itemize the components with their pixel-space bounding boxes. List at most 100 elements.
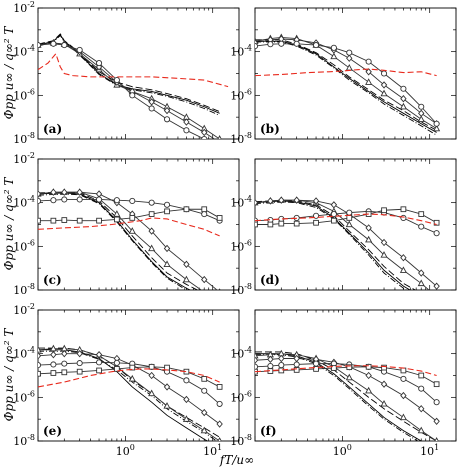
- series-line-dashdot: [38, 350, 218, 441]
- marker-square: [96, 217, 102, 224]
- x-tick-label: 101: [203, 443, 222, 458]
- marker-circle: [38, 362, 42, 369]
- marker-triangle: [255, 351, 259, 359]
- series-group: [255, 33, 441, 136]
- marker-diamond: [76, 188, 83, 196]
- y-tick-label: 10-4: [230, 346, 252, 361]
- marker-circle: [148, 105, 155, 112]
- panel-label: (d): [260, 273, 280, 287]
- marker-triangle: [203, 288, 206, 290]
- y-tick-label: 10-8: [13, 282, 35, 297]
- panel-frame: [254, 158, 457, 291]
- y-tick-label: 10-6: [230, 238, 252, 253]
- marker-square: [293, 367, 300, 373]
- marker-circle: [267, 363, 274, 370]
- series-group: [255, 196, 440, 299]
- panel-frame: [37, 309, 240, 442]
- marker-diamond: [380, 380, 388, 388]
- marker-diamond: [400, 391, 407, 400]
- series-line-solid: [255, 353, 423, 441]
- marker-triangle: [182, 415, 190, 422]
- marker-square: [331, 365, 337, 371]
- marker-triangle: [113, 210, 121, 217]
- marker-triangle: [345, 220, 353, 228]
- marker-circle: [50, 197, 57, 204]
- marker-circle: [96, 196, 103, 203]
- panel-frame: [254, 309, 457, 442]
- marker-diamond: [418, 405, 425, 413]
- marker-triangle: [365, 386, 373, 394]
- panel-frame: [37, 7, 240, 140]
- marker-square: [381, 364, 387, 371]
- marker-diamond: [380, 81, 388, 89]
- marker-diamond: [183, 118, 190, 126]
- series-line-red: [255, 68, 437, 77]
- marker-circle: [400, 214, 407, 221]
- marker-triangle: [434, 294, 440, 299]
- marker-diamond: [365, 68, 372, 76]
- y-tick-label: 10-4: [230, 44, 252, 59]
- marker-triangle: [434, 437, 439, 441]
- y-tick-label: 10-6: [230, 87, 252, 102]
- marker-square: [76, 217, 83, 224]
- marker-circle: [278, 40, 285, 47]
- series-line-red: [38, 368, 220, 388]
- panel-d: 10-4 10-6 10-8 (d): [230, 158, 457, 299]
- marker-diamond: [148, 227, 155, 235]
- marker-triangle: [417, 279, 425, 287]
- marker-circle: [278, 362, 285, 369]
- marker-square: [433, 219, 440, 226]
- series-line-red: [255, 365, 437, 377]
- marker-diamond: [380, 238, 388, 247]
- marker-diamond: [267, 355, 274, 364]
- marker-square: [331, 217, 337, 224]
- marker-circle: [76, 360, 83, 367]
- marker-diamond: [61, 349, 68, 358]
- marker-diamond: [201, 275, 208, 284]
- marker-triangle: [217, 135, 222, 139]
- marker-diamond: [201, 408, 208, 417]
- marker-diamond: [278, 354, 285, 363]
- marker-circle: [418, 223, 425, 230]
- panel-c: 10-2 10-4 10-6 10-8 (c): [13, 151, 240, 297]
- marker-square: [400, 367, 407, 374]
- marker-square: [76, 368, 83, 375]
- marker-circle: [148, 199, 155, 206]
- marker-diamond: [148, 98, 155, 106]
- marker-diamond: [400, 254, 407, 262]
- series-group: [38, 188, 223, 290]
- y-tick-label: 10-6: [13, 87, 35, 102]
- marker-diamond: [255, 198, 259, 207]
- series-line-dashdot: [255, 41, 437, 136]
- marker-circle: [113, 359, 120, 366]
- marker-square: [38, 217, 41, 224]
- marker-diamond: [330, 201, 338, 209]
- marker-circle: [50, 40, 57, 47]
- y-tick-label: 10-8: [230, 282, 252, 297]
- marker-square: [267, 221, 274, 228]
- marker-diamond: [418, 269, 425, 277]
- marker-circle: [38, 42, 42, 49]
- y-tick-label: 10-4: [13, 195, 35, 210]
- marker-circle: [201, 135, 208, 139]
- marker-circle: [267, 41, 274, 48]
- marker-square: [114, 216, 120, 223]
- marker-circle: [255, 43, 259, 50]
- y-tick-label: 10-6: [230, 389, 252, 404]
- marker-diamond: [346, 54, 353, 62]
- marker-diamond: [278, 196, 285, 204]
- marker-square: [400, 206, 407, 213]
- marker-diamond: [365, 224, 372, 232]
- marker-diamond: [216, 420, 223, 428]
- panel-f: 10-4 10-6 10-8 100 101 (f): [230, 309, 457, 458]
- marker-triangle: [399, 102, 407, 110]
- panel-e: 10-2 10-4 10-6 10-8 100 101 (e): [13, 302, 240, 458]
- series-group: [38, 33, 229, 139]
- marker-diamond: [163, 106, 171, 115]
- panel-label: (f): [260, 424, 277, 438]
- series-group: [38, 344, 223, 441]
- marker-circle: [418, 385, 425, 392]
- marker-circle: [61, 42, 68, 49]
- marker-triangle: [330, 52, 338, 60]
- panel-frame: [254, 7, 457, 140]
